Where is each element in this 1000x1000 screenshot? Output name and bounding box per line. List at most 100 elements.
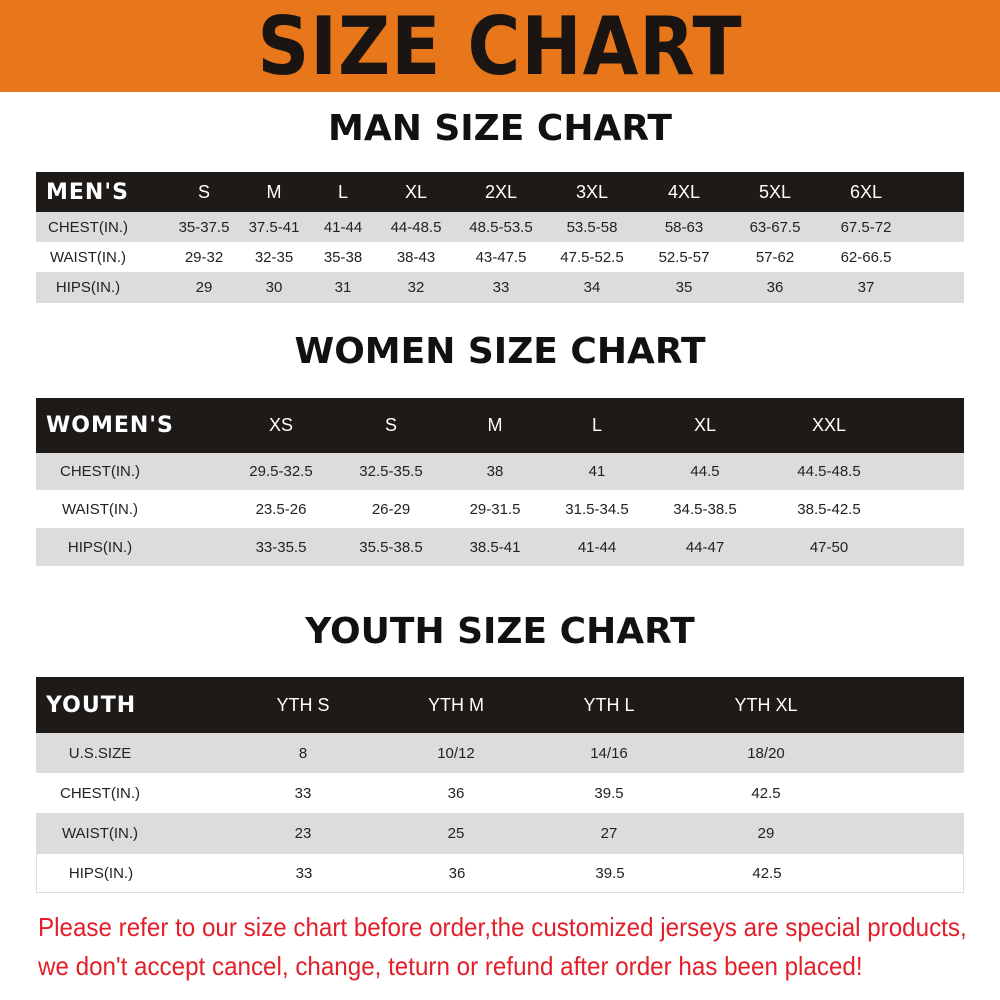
table-cell: 38-43 — [396, 248, 436, 266]
table-header-row: WOMEN'S XS S M L XL XXL — [36, 398, 964, 453]
table-cell: 47.5-52.5 — [560, 248, 624, 266]
table-cell: 38 — [486, 463, 504, 480]
table-cell: 23 — [294, 824, 312, 842]
table-cell: 14/16 — [590, 744, 628, 762]
table-cell: 33 — [295, 864, 313, 882]
table-cell: 67.5-72 — [840, 218, 892, 236]
table-cell: 34 — [583, 279, 601, 296]
table-row: HIPS(IN.) 33-35.5 35.5-38.5 38.5-41 41-44 44-… — [36, 528, 964, 566]
table-cell: 41 — [588, 463, 606, 480]
table-cell: 57-62 — [755, 248, 795, 266]
table-title-cell: YOUTH — [46, 692, 137, 718]
table-cell: 44-47 — [685, 538, 725, 556]
table-cell: 36 — [448, 864, 466, 882]
table-cell: 42.5 — [752, 864, 782, 882]
table-cell: 48.5-53.5 — [469, 218, 533, 236]
row-label: WAIST(IN.) — [61, 500, 139, 518]
row-label: WAIST(IN.) — [61, 824, 139, 842]
table-header-row: MEN'S S M L XL 2XL 3XL 4XL 5XL 6XL — [36, 172, 964, 212]
row-label: HIPS(IN.) — [67, 538, 133, 556]
table-cell: 36 — [766, 279, 784, 296]
size-column-header: S — [197, 181, 210, 202]
table-cell: 52.5-57 — [658, 248, 710, 266]
table-cell: 38.5-41 — [469, 538, 521, 556]
table-row: CHEST(IN.) 29.5-32.5 32.5-35.5 38 41 44.5 44.5… — [36, 453, 964, 490]
table-cell: 44.5-48.5 — [797, 463, 861, 480]
women-section-title: WOMEN SIZE CHART — [294, 331, 706, 372]
size-column-header: 6XL — [849, 181, 883, 202]
row-label: CHEST(IN.) — [60, 784, 140, 802]
table-cell: 33 — [492, 279, 510, 296]
header-banner — [0, 0, 1000, 92]
size-column-header: L — [591, 415, 602, 435]
table-cell: 34.5-38.5 — [673, 500, 737, 518]
size-column-header: XXL — [811, 415, 847, 435]
table-cell: 29 — [757, 824, 775, 842]
row-label: WAIST(IN.) — [49, 248, 127, 266]
row-label: HIPS(IN.) — [68, 864, 134, 882]
table-row: HIPS(IN.) 29 30 31 32 33 34 35 36 37 — [36, 272, 964, 303]
size-column-header: M — [487, 415, 503, 435]
size-column-header: YTH L — [583, 694, 635, 715]
row-label: HIPS(IN.) — [55, 279, 121, 296]
table-row: U.S.SIZE 8 10/12 14/16 18/20 — [36, 733, 964, 773]
table-cell: 29-31.5 — [469, 500, 521, 518]
table-cell: 31.5-34.5 — [565, 500, 629, 518]
table-cell: 18/20 — [747, 744, 785, 762]
table-cell: 10/12 — [437, 744, 475, 762]
table-cell: 32-35 — [254, 248, 294, 266]
size-column-header: XL — [693, 415, 717, 435]
table-cell: 35 — [675, 279, 693, 296]
table-row: WAIST(IN.) 29-32 32-35 35-38 38-43 43-47.5 47.… — [36, 242, 964, 272]
table-cell: 27 — [600, 824, 618, 842]
table-cell: 31 — [334, 279, 352, 296]
table-cell: 62-66.5 — [840, 248, 892, 266]
table-cell: 53.5-58 — [566, 218, 618, 236]
table-row: WAIST(IN.) 23 25 27 29 — [36, 813, 964, 853]
size-column-header: S — [384, 415, 397, 435]
table-cell: 29-32 — [184, 248, 224, 266]
size-column-header: YTH XL — [734, 694, 798, 715]
table-title-cell: MEN'S — [46, 179, 129, 205]
table-cell: 42.5 — [751, 784, 781, 802]
table-row: CHEST(IN.) 33 36 39.5 42.5 — [36, 773, 964, 813]
table-cell: 37.5-41 — [248, 218, 300, 236]
page-title: SIZE CHART — [257, 0, 743, 94]
size-column-header: 4XL — [667, 181, 701, 202]
table-title-cell: WOMEN'S — [46, 413, 174, 438]
table-cell: 44-48.5 — [390, 218, 442, 236]
table-cell: 29.5-32.5 — [249, 463, 313, 480]
table-cell: 8 — [298, 744, 308, 762]
table-cell: 38.5-42.5 — [797, 500, 861, 518]
table-cell: 32 — [407, 279, 425, 296]
table-row: HIPS(IN.) 33 36 39.5 42.5 — [36, 853, 964, 893]
row-label: CHEST(IN.) — [60, 463, 140, 480]
size-column-header: M — [266, 181, 282, 202]
size-column-header: 2XL — [484, 181, 518, 202]
table-cell: 35-37.5 — [178, 218, 230, 236]
table-cell: 32.5-35.5 — [359, 463, 423, 480]
table-cell: 23.5-26 — [255, 500, 307, 518]
table-cell: 36 — [447, 784, 465, 802]
table-row: CHEST(IN.) 35-37.5 37.5-41 41-44 44-48.5 48.5… — [36, 212, 964, 242]
size-column-header: XL — [404, 181, 428, 202]
size-column-header: 5XL — [758, 181, 792, 202]
table-cell: 35-38 — [323, 248, 363, 266]
table-cell: 33 — [294, 784, 312, 802]
youth-section-title: YOUTH SIZE CHART — [305, 611, 695, 652]
row-label: CHEST(IN.) — [48, 218, 128, 236]
size-column-header: YTH M — [428, 694, 484, 715]
table-cell: 47-50 — [809, 538, 849, 556]
row-label: U.S.SIZE — [68, 744, 132, 762]
table-cell: 41-44 — [323, 218, 363, 236]
size-column-header: XS — [268, 415, 293, 435]
size-column-header: L — [337, 181, 348, 202]
table-row: WAIST(IN.) 23.5-26 26-29 29-31.5 31.5-34.5 34… — [36, 490, 964, 528]
table-cell: 43-47.5 — [475, 248, 527, 266]
table-cell: 25 — [447, 824, 465, 842]
table-header-row: YOUTH YTH S YTH M YTH L YTH XL — [36, 677, 964, 733]
size-column-header: 3XL — [575, 181, 609, 202]
men-section-title: MAN SIZE CHART — [328, 108, 672, 149]
notice-line-1: Please refer to our size chart before or… — [38, 912, 967, 942]
table-cell: 29 — [195, 279, 213, 296]
